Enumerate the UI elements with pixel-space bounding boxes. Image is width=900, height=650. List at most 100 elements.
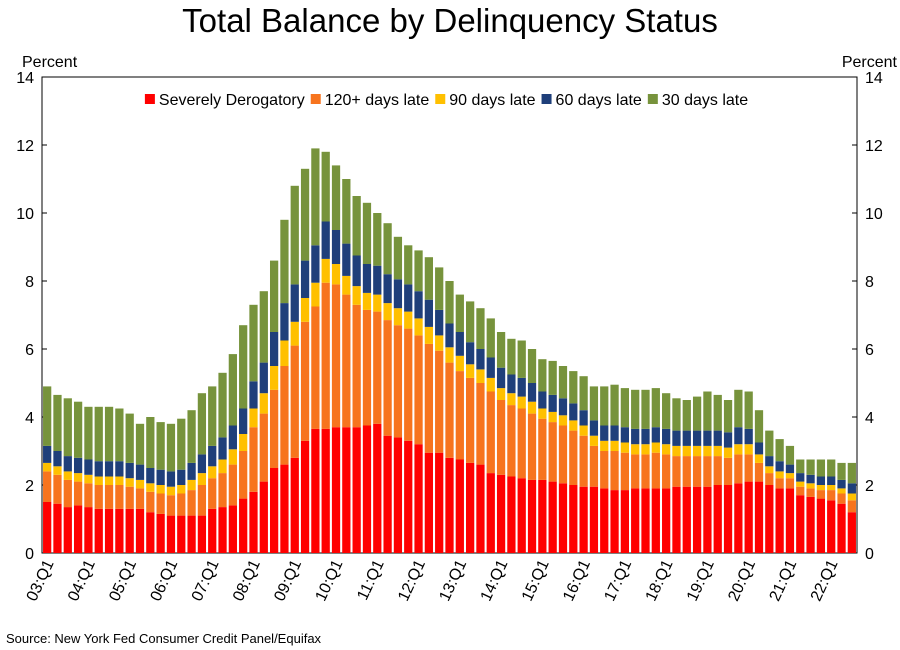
bar-segment xyxy=(548,481,557,553)
bar-segment xyxy=(135,508,145,553)
bar-segment xyxy=(352,304,361,428)
bar-segment xyxy=(135,488,145,509)
bar-segment xyxy=(775,471,784,479)
bar-segment xyxy=(662,444,671,455)
bar-segment xyxy=(239,498,248,553)
bar-segment xyxy=(249,491,258,553)
bar-segment xyxy=(558,425,568,484)
bar-segment xyxy=(383,303,392,321)
bar-segment xyxy=(631,428,640,445)
bar-segment xyxy=(517,396,526,409)
bar-segment xyxy=(404,311,413,329)
bar-segment xyxy=(156,493,165,514)
bar-segment xyxy=(280,303,289,341)
bar-segment xyxy=(538,408,547,419)
bar-segment xyxy=(589,445,599,487)
bar-segment xyxy=(734,444,743,455)
bar-segment xyxy=(806,483,815,489)
bar-segment xyxy=(620,427,630,443)
bar-segment xyxy=(249,381,258,409)
bar-segment xyxy=(414,318,423,336)
bar-segment xyxy=(476,383,485,465)
bar-segment xyxy=(496,388,506,400)
legend-label: 90 days late xyxy=(449,92,535,109)
bar-segment xyxy=(73,401,83,458)
bar-segment xyxy=(259,291,268,363)
bar-segment xyxy=(125,462,134,479)
bar-segment xyxy=(631,444,640,455)
bar-segment xyxy=(548,411,557,423)
bar-segment xyxy=(703,486,712,553)
bar-segment xyxy=(218,372,227,438)
bar-segment xyxy=(311,148,320,246)
bar-segment xyxy=(775,488,784,553)
bar-segment xyxy=(259,413,268,482)
bar-segment xyxy=(847,512,856,553)
bar-segment xyxy=(218,507,227,553)
bar-segment xyxy=(662,488,671,553)
bar-segment xyxy=(723,432,733,448)
y-tick-label: 12 xyxy=(16,138,34,155)
bar-segment xyxy=(63,398,72,457)
bar-segment xyxy=(579,486,588,553)
y2-tick-label: 0 xyxy=(865,546,874,563)
bar-segment xyxy=(723,447,733,458)
x-tick-label: 05:Q1 xyxy=(106,557,140,604)
bar-segment xyxy=(187,490,196,516)
bar-segment xyxy=(177,469,186,485)
bar-segment xyxy=(507,393,516,406)
bar-segment xyxy=(146,512,155,553)
bar-segment xyxy=(486,377,495,392)
bar-segment xyxy=(218,437,227,460)
bar-segment xyxy=(796,495,805,553)
bar-segment xyxy=(321,151,330,222)
bar-segment xyxy=(290,457,299,553)
bar-segment xyxy=(115,408,124,462)
bar-segment xyxy=(383,223,392,275)
bar-segment xyxy=(94,406,103,462)
y2-axis-label: Percent xyxy=(842,54,898,71)
y2-tick-label: 6 xyxy=(865,342,874,359)
bar-segment xyxy=(393,325,403,438)
bar-segment xyxy=(775,461,784,472)
bar-segment xyxy=(187,462,196,480)
bar-segment xyxy=(208,466,217,479)
bar-segment xyxy=(342,427,351,553)
y-tick-label: 6 xyxy=(25,342,34,359)
bar-segment xyxy=(455,459,464,553)
bar-segment xyxy=(558,483,568,553)
bar-segment xyxy=(507,405,516,477)
bar-segment xyxy=(249,304,258,382)
bar-segment xyxy=(631,488,640,553)
bar-segment xyxy=(115,508,124,553)
bar-segment xyxy=(765,466,774,474)
bar-segment xyxy=(342,275,351,295)
x-tick-label: 08:Q1 xyxy=(230,557,264,604)
bar-segment xyxy=(507,338,516,375)
bar-segment xyxy=(362,292,372,310)
bar-segment xyxy=(837,462,846,480)
bar-segment xyxy=(692,456,702,487)
bar-segment xyxy=(424,326,433,344)
bar-segment xyxy=(290,284,299,322)
bar-segment xyxy=(827,476,836,485)
bar-segment xyxy=(43,502,52,553)
bar-segment xyxy=(414,444,423,553)
bar-segment xyxy=(331,427,341,553)
bar-segment xyxy=(517,377,526,397)
bar-segment xyxy=(744,444,753,455)
bar-segment xyxy=(424,452,433,553)
bar-segment xyxy=(662,454,671,489)
bar-segment xyxy=(651,442,660,453)
bar-segment xyxy=(723,400,733,433)
bar-segment xyxy=(713,456,722,485)
bar-segment xyxy=(166,515,176,553)
bar-segment xyxy=(507,374,516,394)
bar-segment xyxy=(641,444,650,455)
bar-segment xyxy=(331,264,341,285)
bar-segment xyxy=(589,420,599,436)
bar-segment xyxy=(692,396,702,431)
bar-segment xyxy=(744,428,753,445)
bar-segment xyxy=(827,485,836,491)
x-tick-label: 20:Q1 xyxy=(725,557,759,604)
